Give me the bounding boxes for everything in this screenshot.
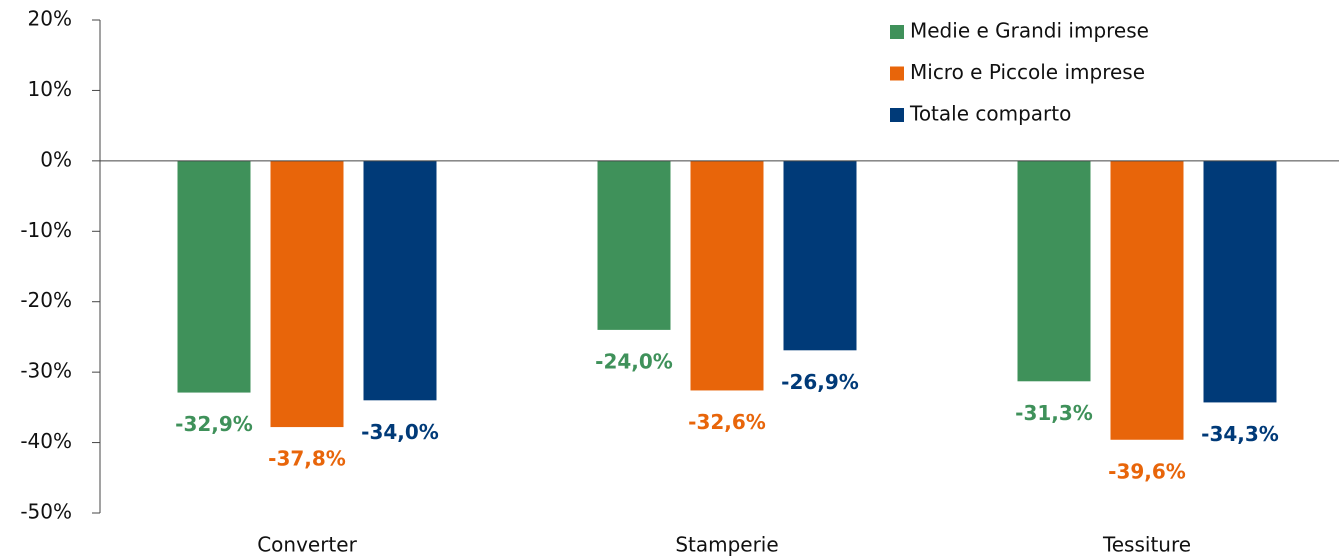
value-label: -31,3% [1015,401,1093,425]
value-label: -32,9% [175,412,253,436]
y-tick-label: 0% [40,147,72,171]
x-tick-label: Tessiture [1102,533,1191,557]
bar [783,160,857,351]
x-tick-label: Stamperie [675,533,778,557]
y-tick-label: 20% [28,7,72,31]
bar [690,160,764,391]
x-tick-label: Converter [257,533,357,557]
value-label: -32,6% [688,410,766,434]
y-tick-label: -30% [20,359,72,383]
bar [270,160,344,428]
bar [1110,160,1184,440]
legend-label: Totale comparto [909,102,1071,126]
y-tick-label: -40% [20,429,72,453]
bar [363,160,437,401]
bar [597,160,671,330]
y-tick-label: -20% [20,288,72,312]
y-tick-label: 10% [28,77,72,101]
value-label: -26,9% [781,370,859,394]
bar [1203,160,1277,403]
legend-label: Medie e Grandi imprese [910,19,1149,43]
value-label: -39,6% [1108,459,1186,483]
y-tick-label: -50% [20,500,72,524]
value-label: -34,0% [361,420,439,444]
legend-swatch [890,66,904,81]
value-label: -37,8% [268,447,346,471]
legend-label: Micro e Piccole imprese [910,60,1145,84]
value-label: -24,0% [595,349,673,373]
legend-swatch [890,25,904,39]
legend-swatch [890,108,904,122]
value-label: -34,3% [1201,422,1279,446]
y-tick-label: -10% [20,218,72,242]
bar [1017,160,1091,382]
bar [177,160,251,393]
